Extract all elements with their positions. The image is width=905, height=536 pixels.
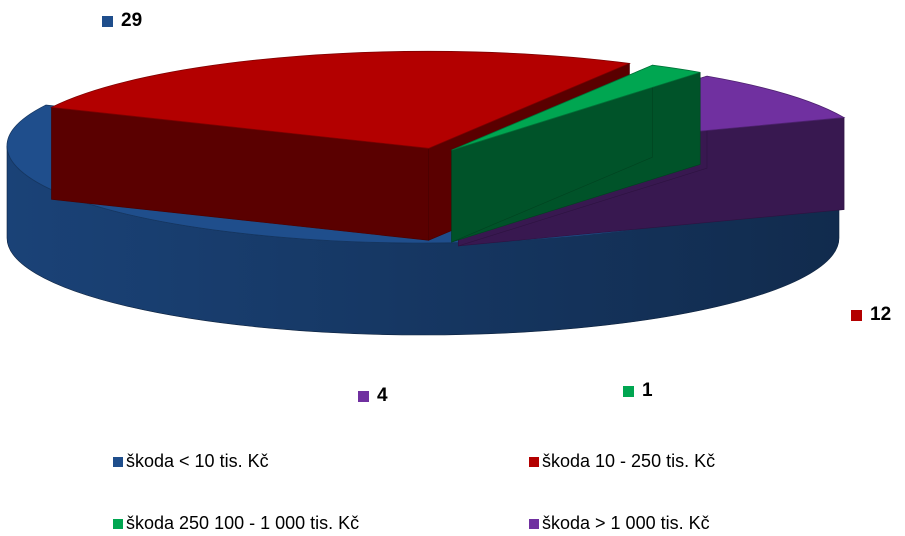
legend-swatch [113,518,123,529]
data-label-text: 1 [642,380,653,401]
data-label-swatch [358,390,369,402]
legend-label: škoda > 1 000 tis. Kč [542,513,710,533]
legend-swatch [113,456,123,467]
data-label-text: 29 [121,10,143,31]
data-label-1: 1 [623,380,653,402]
data-label-text: 12 [870,304,892,325]
legend-item-over-1000: škoda > 1 000 tis. Kč [529,513,710,534]
legend-item-10-250: škoda 10 - 250 tis. Kč [529,451,715,472]
data-label-29: 29 [102,10,142,32]
data-label-swatch [851,309,862,321]
data-label-4: 4 [358,385,388,407]
legend-item-under-10: škoda < 10 tis. Kč [113,451,269,472]
legend-swatch [529,456,539,467]
legend-item-250-1000: škoda 250 100 - 1 000 tis. Kč [113,513,359,534]
data-label-swatch [102,15,113,27]
data-label-swatch [623,385,634,397]
legend-label: škoda 250 100 - 1 000 tis. Kč [126,513,360,533]
data-label-12: 12 [851,304,891,326]
legend-label: škoda < 10 tis. Kč [126,451,269,471]
legend-label: škoda 10 - 250 tis. Kč [542,451,716,471]
data-label-text: 4 [377,385,388,406]
pie-slice-250-1000 [451,64,701,243]
legend-swatch [529,518,539,529]
